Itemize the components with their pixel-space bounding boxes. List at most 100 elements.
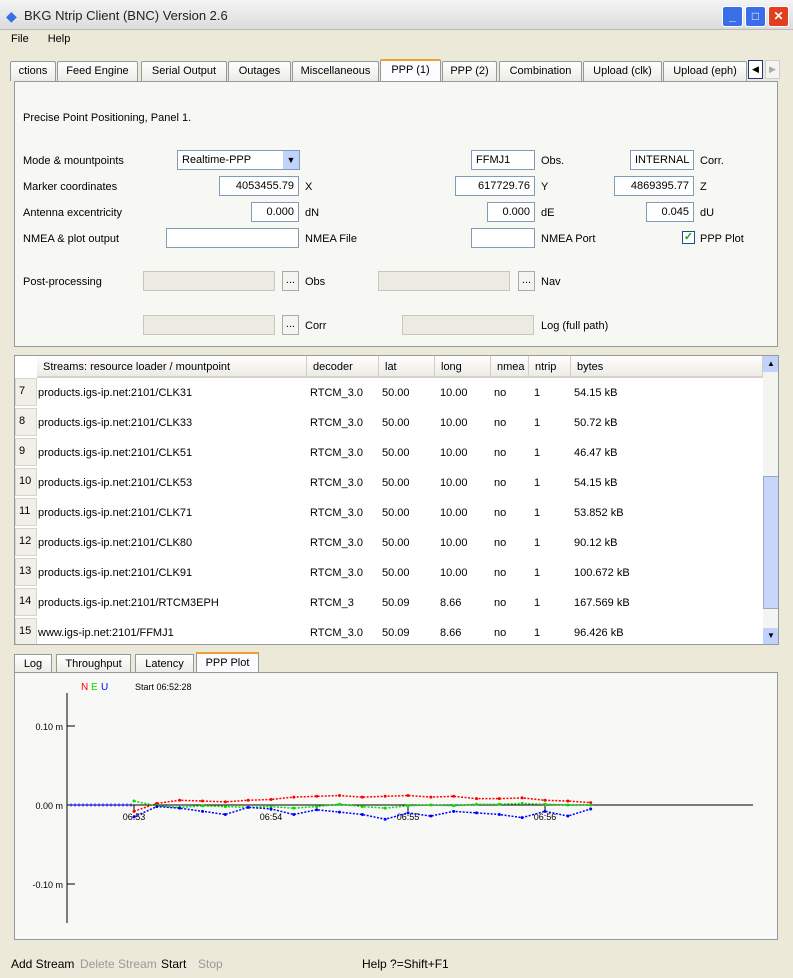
column-header[interactable]: Streams: resource loader / mountpoint	[37, 356, 307, 378]
tab-serial-output[interactable]: Serial Output	[141, 61, 227, 81]
table-row[interactable]: 12 products.igs-ip.net:2101/CLK80 RTCM_3.0…	[15, 528, 763, 558]
bottom-tab-ppp-plot[interactable]: PPP Plot	[196, 652, 259, 673]
nmea-file-input[interactable]	[166, 228, 299, 248]
table-cell: RTCM_3.0	[310, 567, 363, 579]
table-row[interactable]: 11 products.igs-ip.net:2101/CLK71 RTCM_3.0…	[15, 498, 763, 528]
y-input[interactable]: 617729.76	[455, 176, 535, 196]
table-row[interactable]: 15 www.igs-ip.net:2101/FFMJ1 RTCM_3.0 50.09…	[15, 618, 763, 644]
de-label: dE	[541, 207, 555, 219]
table-cell: 50.00	[382, 507, 410, 519]
point-u	[520, 816, 524, 820]
column-header[interactable]: long	[435, 356, 491, 378]
tab-upload-eph-[interactable]: Upload (eph)	[663, 61, 747, 81]
de-input[interactable]: 0.000	[487, 202, 535, 222]
table-cell: no	[494, 477, 507, 489]
add-stream-button[interactable]: Add Stream	[11, 957, 75, 971]
dn-input[interactable]: 0.000	[251, 202, 299, 222]
table-row[interactable]: 14 products.igs-ip.net:2101/RTCM3EPH RTCM_…	[15, 588, 763, 618]
browse-obs-button[interactable]: ...	[282, 271, 299, 291]
post-nav-input[interactable]	[378, 271, 510, 291]
series-n	[133, 794, 591, 813]
column-header[interactable]: ntrip	[529, 356, 571, 378]
point-n	[383, 794, 387, 798]
table-scrollbar[interactable]: ▲ ▼	[763, 356, 778, 644]
obs-mountpoint-input[interactable]: FFMJ1	[471, 150, 535, 170]
table-row[interactable]: 13 products.igs-ip.net:2101/CLK91 RTCM_3.0…	[15, 558, 763, 588]
menu-help[interactable]: Help	[47, 33, 71, 45]
tab-combination[interactable]: Combination	[499, 61, 582, 81]
table-cell: 1	[534, 387, 541, 399]
scroll-down-button[interactable]: ▼	[763, 628, 778, 644]
table-cell: 46.47 kB	[574, 447, 618, 459]
table-cell: 1	[534, 537, 541, 549]
table-cell: RTCM_3.0	[310, 627, 363, 639]
tab-scroll-right-button[interactable]: ▶	[765, 60, 780, 79]
delete-stream-button[interactable]: Delete Stream	[80, 957, 157, 971]
tab-ctions[interactable]: ctions	[10, 61, 56, 81]
table-cell: www.igs-ip.net:2101/FFMJ1	[38, 627, 174, 639]
menu-file[interactable]: File	[11, 33, 29, 45]
bottom-tab-throughput[interactable]: Throughput	[56, 654, 131, 673]
point-u	[132, 815, 136, 819]
mode-select[interactable]: Realtime-PPP ▼	[177, 150, 300, 170]
bottom-tab-log[interactable]: Log	[14, 654, 52, 673]
browse-corr-button[interactable]: ...	[282, 315, 299, 335]
point-u	[566, 814, 570, 818]
column-header[interactable]: lat	[379, 356, 435, 378]
close-button[interactable]: ✕	[768, 6, 789, 27]
post-log-input[interactable]	[402, 315, 534, 335]
browse-nav-button[interactable]: ...	[518, 271, 535, 291]
table-row[interactable]: 8 products.igs-ip.net:2101/CLK33 RTCM_3.0 5…	[15, 408, 763, 438]
tab-ppp-2-[interactable]: PPP (2)	[442, 61, 497, 81]
post-processing-label: Post-processing	[23, 276, 102, 288]
point-u	[429, 814, 433, 818]
table-row[interactable]: 10 products.igs-ip.net:2101/CLK53 RTCM_3.0…	[15, 468, 763, 498]
point-u	[223, 812, 227, 816]
column-header[interactable]: decoder	[307, 356, 379, 378]
ppp-plot-checkbox[interactable]: ✓	[682, 231, 695, 244]
title-bar: ◆ BKG Ntrip Client (BNC) Version 2.6 _ □…	[0, 0, 793, 30]
column-header[interactable]: bytes	[571, 356, 763, 378]
corr-mountpoint-input[interactable]: INTERNAL	[630, 150, 694, 170]
row-number: 13	[15, 558, 37, 586]
tab-miscellaneous[interactable]: Miscellaneous	[292, 61, 379, 81]
scroll-up-button[interactable]: ▲	[763, 356, 778, 372]
tab-ppp-1-[interactable]: PPP (1)	[380, 59, 441, 82]
point-e	[520, 801, 524, 805]
table-row[interactable]: 7 products.igs-ip.net:2101/CLK31 RTCM_3.0 5…	[15, 378, 763, 408]
table-cell: RTCM_3.0	[310, 537, 363, 549]
stop-button[interactable]: Stop	[198, 957, 223, 971]
point-u	[292, 812, 296, 816]
tab-outages[interactable]: Outages	[228, 61, 291, 81]
minimize-button[interactable]: _	[722, 6, 743, 27]
table-cell: 50.00	[382, 567, 410, 579]
tab-scroll-left-button[interactable]: ◀	[748, 60, 763, 79]
nmea-port-input[interactable]	[471, 228, 535, 248]
z-label: Z	[700, 181, 707, 193]
table-cell: RTCM_3.0	[310, 387, 363, 399]
tab-upload-clk-[interactable]: Upload (clk)	[583, 61, 662, 81]
post-obs-input[interactable]	[143, 271, 275, 291]
point-u	[269, 807, 273, 811]
x-input[interactable]: 4053455.79	[219, 176, 299, 196]
du-input[interactable]: 0.045	[646, 202, 694, 222]
table-cell: 100.672 kB	[574, 567, 630, 579]
ppp-plot: 0.10 m0.00 m-0.10 m06:5306:5406:5506:56N…	[32, 682, 753, 923]
point-e	[223, 805, 227, 809]
point-e	[543, 802, 547, 806]
table-cell: 10.00	[440, 477, 468, 489]
start-button[interactable]: Start	[161, 957, 187, 971]
post-obs-label: Obs	[305, 276, 326, 288]
point-n	[132, 809, 136, 813]
bottom-tab-latency[interactable]: Latency	[135, 654, 194, 673]
scroll-thumb[interactable]	[763, 476, 778, 609]
post-log-label: Log (full path)	[541, 320, 609, 332]
post-corr-input[interactable]	[143, 315, 275, 335]
table-row[interactable]: 9 products.igs-ip.net:2101/CLK51 RTCM_3.0 5…	[15, 438, 763, 468]
tab-feed-engine[interactable]: Feed Engine	[57, 61, 138, 81]
point-n	[201, 799, 204, 803]
maximize-button[interactable]: □	[745, 6, 766, 27]
table-cell: 96.426 kB	[574, 627, 624, 639]
z-input[interactable]: 4869395.77	[614, 176, 694, 196]
column-header[interactable]: nmea	[491, 356, 529, 378]
